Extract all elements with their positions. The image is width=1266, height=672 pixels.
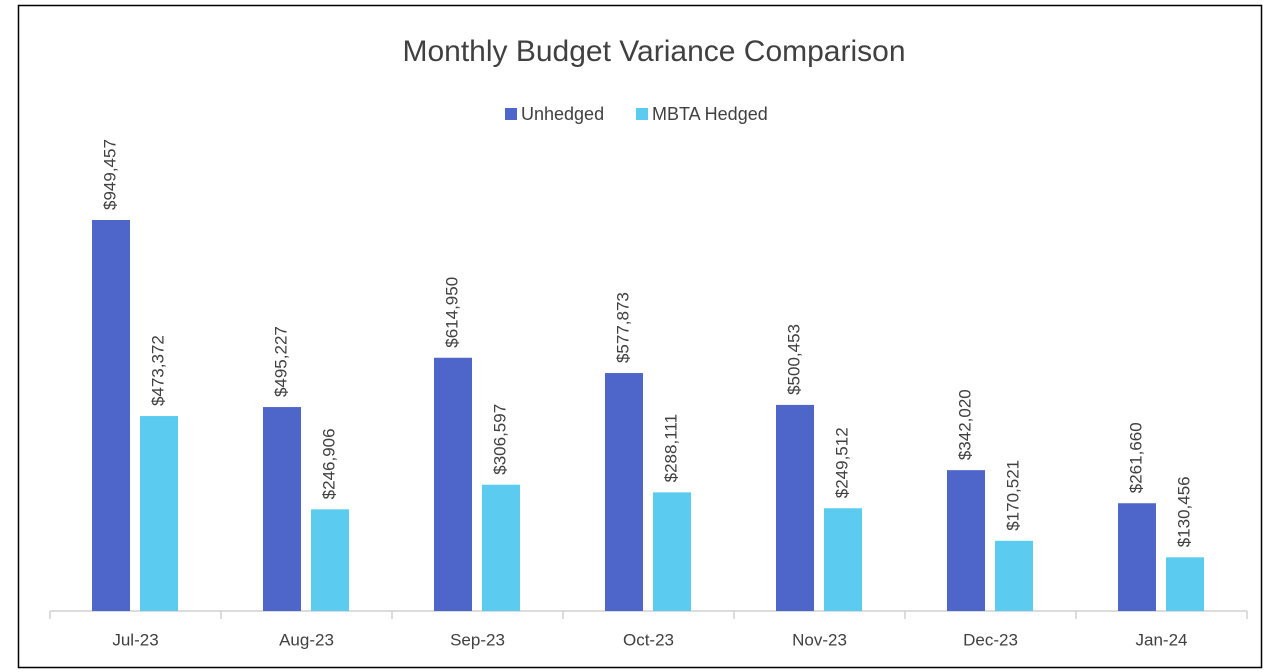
value-label: $500,453 <box>784 324 803 395</box>
value-label: $473,372 <box>148 335 167 406</box>
bar <box>263 407 301 611</box>
value-label: $495,227 <box>271 326 290 397</box>
x-tick-label: Aug-23 <box>279 630 334 649</box>
x-tick-label: Nov-23 <box>792 630 847 649</box>
value-label: $261,660 <box>1126 422 1145 493</box>
bar <box>653 492 691 611</box>
legend-label: MBTA Hedged <box>652 104 768 124</box>
legend-swatch <box>636 108 648 120</box>
bar <box>776 404 814 611</box>
legend-label: Unhedged <box>521 104 604 124</box>
value-label: $246,906 <box>319 428 338 499</box>
chart-title: Monthly Budget Variance Comparison <box>402 35 905 68</box>
bar <box>995 540 1033 611</box>
bar <box>605 373 643 611</box>
bar <box>92 220 130 611</box>
value-label: $170,521 <box>1003 460 1022 531</box>
legend-swatch <box>505 108 517 120</box>
bar <box>434 357 472 611</box>
value-label: $130,456 <box>1174 476 1193 547</box>
bar <box>1166 557 1204 611</box>
x-tick-label: Jan-24 <box>1136 630 1188 649</box>
value-label: $949,457 <box>100 139 119 210</box>
value-label: $306,597 <box>490 404 509 475</box>
value-label: $249,512 <box>832 427 851 498</box>
x-tick-label: Sep-23 <box>450 630 505 649</box>
value-label: $342,020 <box>955 389 974 460</box>
x-tick-label: Oct-23 <box>623 630 674 649</box>
bar <box>140 416 178 611</box>
bar <box>824 508 862 611</box>
x-tick-label: Jul-23 <box>112 630 158 649</box>
bar <box>482 484 520 611</box>
value-label: $288,111 <box>661 414 680 482</box>
value-label: $577,873 <box>613 292 632 363</box>
value-label: $614,950 <box>442 277 461 348</box>
bar <box>311 509 349 611</box>
bar <box>1118 503 1156 611</box>
bar <box>947 470 985 611</box>
x-tick-label: Dec-23 <box>963 630 1018 649</box>
